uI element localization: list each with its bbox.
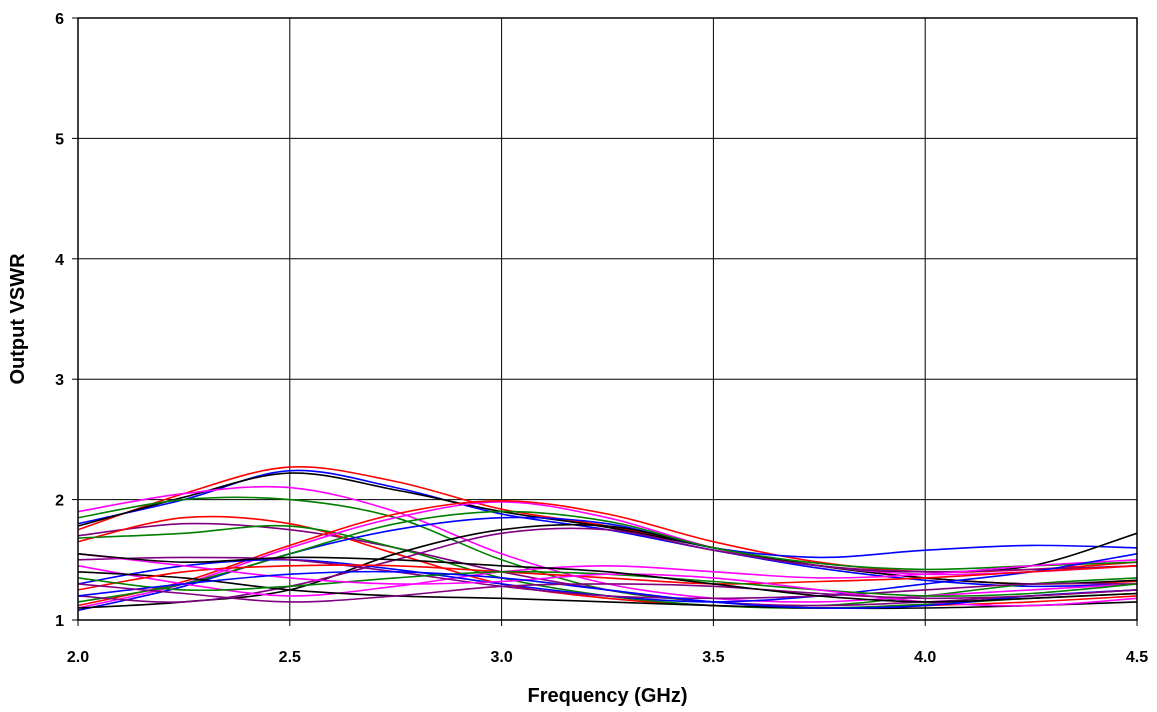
series-line-15 bbox=[77, 559, 1138, 597]
series-line-13 bbox=[77, 510, 1138, 603]
x-tick-label: 2.5 bbox=[279, 649, 301, 666]
x-tick-label: 4.5 bbox=[1126, 649, 1148, 666]
grid bbox=[78, 18, 1137, 620]
series-line-18 bbox=[77, 571, 1138, 610]
series-line-21 bbox=[77, 553, 1138, 607]
x-tick-label: 3.5 bbox=[702, 649, 724, 666]
y-axis-label: Output VSWR bbox=[7, 253, 29, 385]
series-line-22 bbox=[77, 570, 1138, 609]
plot-frame bbox=[77, 17, 1138, 621]
series-line-19 bbox=[77, 564, 1138, 591]
y-tick-label: 5 bbox=[55, 131, 64, 148]
series-line-24 bbox=[77, 553, 1138, 603]
y-tick-label: 4 bbox=[55, 252, 64, 269]
y-tick-label: 1 bbox=[55, 613, 64, 630]
tick-labels: 2.0 2.5 3.0 3.5 4.0 4.5 1 2 3 4 5 6 bbox=[55, 11, 1148, 666]
x-tick-label: 2.0 bbox=[67, 649, 89, 666]
x-axis-label: Frequency (GHz) bbox=[527, 685, 687, 707]
y-tick-label: 3 bbox=[55, 372, 64, 389]
series-lines bbox=[77, 466, 1138, 612]
y-tick-label: 2 bbox=[55, 493, 64, 510]
series-line-23 bbox=[77, 583, 1138, 603]
x-tick-label: 4.0 bbox=[914, 649, 936, 666]
x-tick-label: 3.0 bbox=[490, 649, 512, 666]
y-tick-label: 6 bbox=[55, 11, 64, 28]
